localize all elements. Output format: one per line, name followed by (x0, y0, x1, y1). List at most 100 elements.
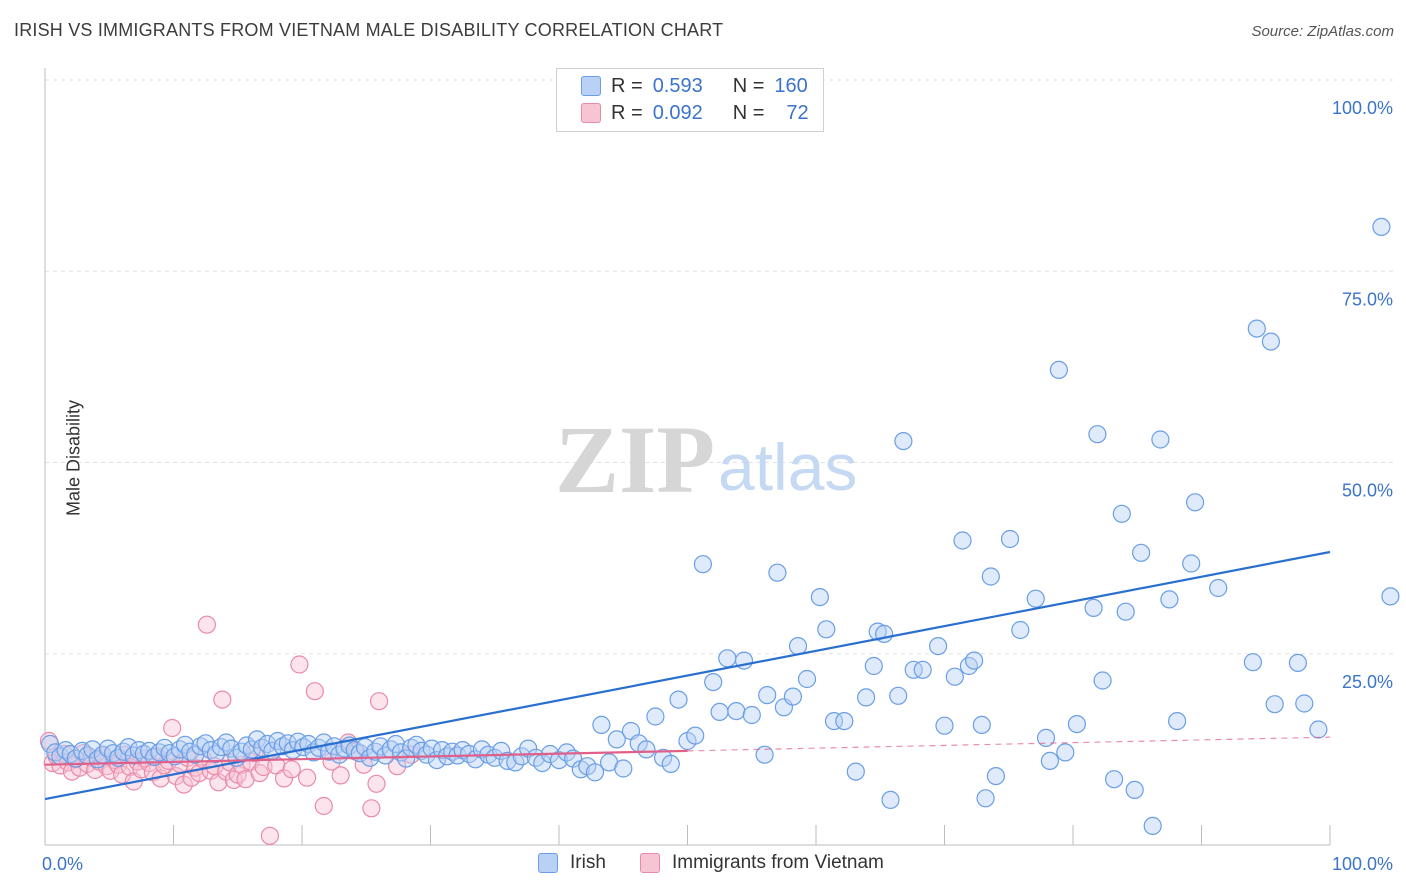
irish-point-154 (1036, 728, 1056, 748)
chart-title: IRISH VS IMMIGRANTS FROM VIETNAM MALE DI… (14, 20, 724, 40)
irish-point-149 (981, 567, 1000, 586)
irish-point-138 (894, 432, 913, 451)
irish-point-177 (1265, 695, 1284, 714)
y-tick-label-25: 25.0% (1342, 672, 1393, 692)
irish-point-157 (1056, 743, 1075, 762)
irish-point-69 (397, 749, 416, 768)
bottom-label-irish: Irish (570, 852, 606, 873)
irish-point-35 (222, 739, 241, 758)
vietnam-point-69 (362, 799, 381, 818)
irish-point-102 (607, 730, 626, 749)
legend-n-label-vietnam: N = (732, 101, 765, 124)
irish-point-136 (881, 790, 900, 810)
irish-point-129 (824, 711, 844, 731)
vietnam-point-70 (367, 774, 386, 793)
vietnam-point-71 (370, 692, 389, 711)
y-axis-label: Male Disability (63, 399, 84, 517)
irish-point-130 (835, 711, 854, 731)
irish-point-166 (1131, 543, 1151, 562)
irish-point-94 (549, 750, 569, 770)
irish-points (40, 217, 1400, 836)
irish-point-116 (718, 649, 737, 668)
irish-point-127 (810, 587, 830, 607)
irish-point-155 (1040, 751, 1060, 771)
irish-point-114 (704, 672, 723, 692)
irish-point-168 (1151, 430, 1170, 449)
trend-lines (44, 550, 1331, 801)
irish-point-172 (1185, 493, 1205, 512)
x-tick-label-max: 100.0% (1332, 854, 1393, 874)
irish-point-178 (1288, 653, 1308, 673)
irish-point-145 (959, 656, 979, 676)
vietnam-point-58 (274, 769, 294, 788)
irish-point-164 (1116, 602, 1135, 621)
vietnam-point-68 (354, 755, 373, 774)
irish-point-163 (1112, 504, 1131, 523)
y-tick-label-75: 75.0% (1342, 289, 1393, 309)
watermark-atlas: atlas (718, 430, 857, 504)
irish-point-144 (953, 531, 972, 550)
irish-point-122 (768, 563, 787, 582)
irish-point-90 (519, 739, 538, 758)
stats-legend: R = 0.593 N = 160 R = 0.092 N = 72 (556, 68, 824, 132)
vietnam-point-63 (314, 796, 333, 816)
irish-point-173 (1209, 578, 1228, 598)
irish-point-119 (742, 705, 761, 725)
irish-point-146 (964, 651, 984, 670)
vietnam-trend-line (44, 749, 688, 766)
irish-point-153 (1026, 589, 1045, 608)
bottom-swatch-vietnam (640, 853, 660, 873)
legend-n-label-irish: N = (732, 74, 765, 97)
irish-point-113 (693, 555, 713, 574)
irish-point-162 (1104, 770, 1124, 789)
x-tick-label-min: 0.0% (42, 854, 83, 874)
legend-r-value-irish: 0.593 (652, 74, 703, 97)
irish-point-170 (1167, 711, 1187, 731)
irish-point-110 (669, 690, 688, 709)
vietnam-point-65 (331, 766, 350, 785)
irish-point-54 (319, 742, 339, 761)
irish-point-133 (864, 656, 883, 676)
y-tick-label-50: 50.0% (1342, 481, 1393, 501)
irish-point-174 (1243, 653, 1263, 672)
irish-point-148 (976, 789, 995, 808)
legend-n-value-vietnam: 72 (786, 101, 809, 124)
irish-point-171 (1182, 554, 1201, 573)
irish-point-169 (1160, 590, 1179, 609)
irish-point-106 (637, 740, 656, 759)
vietnam-point-56 (260, 826, 279, 845)
legend-r-label-irish: R = (611, 74, 643, 97)
irish-point-150 (986, 766, 1006, 786)
bottom-swatch-irish (538, 853, 558, 873)
vietnam-point-59 (282, 760, 301, 779)
irish-point-158 (1067, 714, 1087, 734)
y-tick-label-100: 100.0% (1332, 98, 1393, 118)
irish-point-117 (727, 701, 746, 721)
irish-point-132 (856, 688, 876, 707)
vietnam-point-12 (85, 760, 105, 780)
vietnam-point-41 (197, 615, 216, 634)
legend-swatch-vietnam (581, 103, 601, 123)
irish-point-176 (1261, 332, 1281, 351)
irish-point-141 (928, 636, 948, 656)
vietnam-point-35 (174, 775, 193, 794)
irish-point-121 (758, 685, 777, 705)
vietnam-point-60 (290, 655, 309, 674)
irish-point-63 (366, 742, 385, 761)
irish-point-115 (710, 702, 729, 722)
irish-point-137 (889, 686, 908, 705)
irish-point-142 (935, 716, 954, 735)
irish-point-140 (913, 660, 932, 679)
irish-point-182 (1381, 587, 1400, 606)
irish-point-147 (972, 715, 991, 735)
irish-point-87 (498, 751, 517, 771)
watermark-zip: ZIP (555, 406, 715, 513)
irish-point-100 (592, 715, 611, 735)
bottom-legend-vietnam: Immigrants from Vietnam (640, 852, 884, 874)
legend-row-irish: R = 0.593 N = 160 (581, 73, 808, 99)
irish-point-152 (1011, 620, 1030, 640)
irish-point-159 (1084, 598, 1103, 618)
vietnam-point-32 (163, 718, 182, 738)
irish-point-156 (1049, 360, 1069, 379)
